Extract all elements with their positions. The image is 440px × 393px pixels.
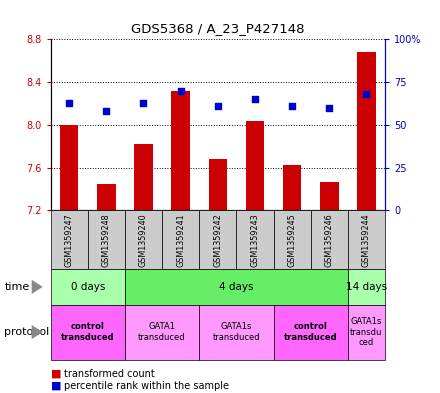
- Point: [177, 87, 184, 94]
- Point: [289, 103, 296, 109]
- Bar: [51, 210, 88, 269]
- Point: [214, 103, 221, 109]
- Polygon shape: [32, 325, 43, 339]
- Bar: [283, 165, 301, 210]
- Text: GATA1
transduced: GATA1 transduced: [138, 322, 186, 342]
- Bar: [162, 210, 199, 269]
- Text: 14 days: 14 days: [346, 282, 387, 292]
- Point: [140, 99, 147, 106]
- Bar: [357, 52, 376, 210]
- Text: GATA1s
transduced: GATA1s transduced: [213, 322, 260, 342]
- Text: GSM1359248: GSM1359248: [102, 213, 111, 266]
- Text: GSM1359240: GSM1359240: [139, 213, 148, 266]
- Bar: [348, 210, 385, 269]
- Point: [363, 91, 370, 97]
- Text: 4 days: 4 days: [219, 282, 253, 292]
- Bar: [88, 210, 125, 269]
- Text: control
transduced: control transduced: [284, 322, 337, 342]
- Text: GSM1359242: GSM1359242: [213, 213, 222, 266]
- Text: ■: ■: [51, 381, 61, 391]
- Text: protocol: protocol: [4, 327, 50, 337]
- Text: GSM1359241: GSM1359241: [176, 213, 185, 266]
- Text: percentile rank within the sample: percentile rank within the sample: [64, 381, 229, 391]
- Bar: [274, 305, 348, 360]
- Bar: [199, 210, 236, 269]
- Bar: [60, 125, 78, 210]
- Bar: [51, 305, 125, 360]
- Bar: [125, 210, 162, 269]
- Text: GSM1359243: GSM1359243: [250, 213, 260, 266]
- Bar: [51, 269, 125, 305]
- Text: GSM1359247: GSM1359247: [65, 213, 73, 266]
- Bar: [320, 182, 338, 210]
- Bar: [125, 305, 199, 360]
- Text: GSM1359245: GSM1359245: [288, 213, 297, 266]
- Text: time: time: [4, 282, 29, 292]
- Text: GATA1s
transdu
ced: GATA1s transdu ced: [350, 317, 383, 347]
- Title: GDS5368 / A_23_P427148: GDS5368 / A_23_P427148: [131, 22, 304, 35]
- Text: 0 days: 0 days: [70, 282, 105, 292]
- Bar: [199, 305, 274, 360]
- Text: GSM1359244: GSM1359244: [362, 213, 371, 266]
- Bar: [134, 144, 153, 210]
- Bar: [348, 269, 385, 305]
- Bar: [236, 210, 274, 269]
- Bar: [274, 210, 311, 269]
- Text: GSM1359246: GSM1359246: [325, 213, 334, 266]
- Bar: [171, 90, 190, 210]
- Point: [326, 105, 333, 111]
- Bar: [348, 305, 385, 360]
- Bar: [97, 184, 116, 210]
- Bar: [311, 210, 348, 269]
- Point: [103, 108, 110, 114]
- Bar: [246, 121, 264, 210]
- Text: control
transduced: control transduced: [61, 322, 114, 342]
- Point: [251, 96, 258, 102]
- Polygon shape: [32, 280, 43, 294]
- Point: [66, 99, 73, 106]
- Text: ■: ■: [51, 369, 61, 379]
- Bar: [209, 159, 227, 210]
- Bar: [125, 269, 348, 305]
- Text: transformed count: transformed count: [64, 369, 154, 379]
